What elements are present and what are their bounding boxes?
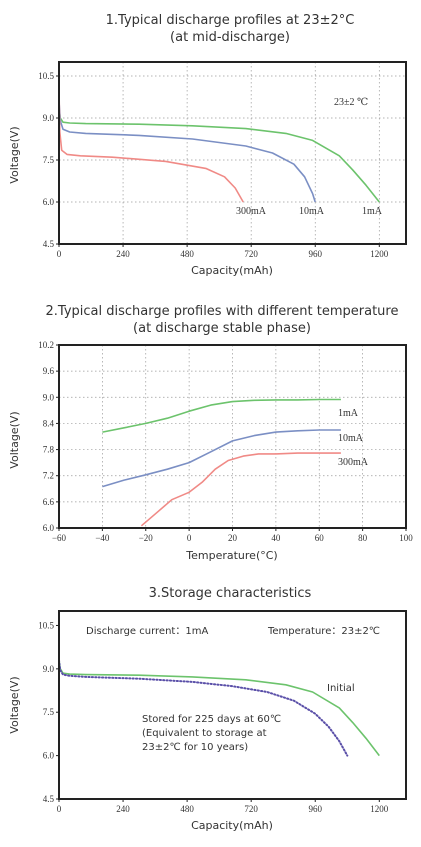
chart2-label-300mA: 300mA xyxy=(338,457,369,468)
chart3-label-initial: Initial xyxy=(327,683,355,694)
chart2-xtick-label: 80 xyxy=(358,533,368,543)
chart2-label-1mA: 1mA xyxy=(338,408,359,419)
chart1: 0 240 480 720 960 1200 4.5 6.0 7.5 9.0 10.5 xyxy=(38,61,407,259)
chart2-ytick-label: 6.0 xyxy=(43,523,55,533)
chart1-ytick-label: 10.5 xyxy=(38,71,54,81)
chart1-ytick-label: 7.5 xyxy=(43,155,55,165)
chart3-storage-note-1: Stored for 225 days at 60℃ xyxy=(142,714,281,725)
chart1-title: 1.Typical discharge profiles at 23±2°C xyxy=(106,13,355,28)
chart1-ytick-label: 4.5 xyxy=(43,239,55,249)
chart2-xtick-label: −40 xyxy=(95,533,110,543)
chart2-xlabel: Temperature(°C) xyxy=(185,549,277,562)
chart3-ytick-label: 10.5 xyxy=(38,620,54,630)
chart3-temperature-note: Temperature：23±2℃ xyxy=(267,626,380,637)
chart2-subtitle: (at discharge stable phase) xyxy=(133,321,311,336)
chart3-title: 3.Storage characteristics xyxy=(149,586,312,601)
chart2-series-1ma xyxy=(102,398,341,433)
chart1-ytick-label: 6.0 xyxy=(43,197,55,207)
chart3-xtick-label: 960 xyxy=(308,804,322,814)
chart2-ytick-label: 10.2 xyxy=(38,340,54,350)
chart1-xlabel: Capacity(mAh) xyxy=(191,264,273,277)
chart3-xtick-label: 240 xyxy=(116,804,130,814)
chart2-series-300ma xyxy=(140,452,341,527)
chart2-ylabel: Voltage(V) xyxy=(8,411,21,468)
chart1-xtick-label: 960 xyxy=(308,249,322,259)
chart3-current-note: Discharge current：1mA xyxy=(86,626,208,637)
chart2-xtick-label: 60 xyxy=(315,533,325,543)
chart2-xtick-label: −20 xyxy=(139,533,154,543)
chart1-ylabel: Voltage(V) xyxy=(8,126,21,183)
chart3-ytick-label: 7.5 xyxy=(43,707,55,717)
chart2-xtick-label: 100 xyxy=(399,533,413,543)
chart2-xtick-label: 40 xyxy=(271,533,281,543)
chart3-series-initial xyxy=(58,660,380,757)
chart2-ytick-label: 9.6 xyxy=(43,366,55,376)
chart2-ytick-label: 8.4 xyxy=(43,418,55,428)
chart2-series-10ma xyxy=(102,429,341,488)
chart3-series-stored xyxy=(58,659,349,757)
chart1-series-1ma xyxy=(58,108,380,203)
chart3-storage-note-2: (Equivalent to storage at xyxy=(142,728,267,739)
chart2-ytick-label: 7.8 xyxy=(43,445,55,455)
chart3-xtick-label: 0 xyxy=(57,804,62,814)
chart2-xtick-label: 20 xyxy=(228,533,238,543)
chart1-label-1mA: 1mA xyxy=(362,206,383,217)
chart2-label-10mA: 10mA xyxy=(338,433,364,444)
chart2-ytick-label: 7.2 xyxy=(43,471,54,481)
chart1-xtick-label: 480 xyxy=(180,249,194,259)
chart2-title: 2.Typical discharge profiles with differ… xyxy=(46,304,399,319)
chart3: 0 240 480 720 960 1200 4.5 6.0 7.5 9.0 10.5 xyxy=(38,610,407,814)
chart3-ylabel: Voltage(V) xyxy=(8,676,21,733)
chart1-plot-frame xyxy=(58,61,407,245)
chart1-xtick-label: 720 xyxy=(244,249,258,259)
chart1-temp-annotation: 23±2 ℃ xyxy=(334,97,368,108)
chart3-ytick-label: 9.0 xyxy=(43,664,55,674)
chart1-label-10mA: 10mA xyxy=(299,206,325,217)
chart3-xtick-label: 1200 xyxy=(370,804,389,814)
chart3-xlabel: Capacity(mAh) xyxy=(191,819,273,832)
chart2-ytick-label: 6.6 xyxy=(43,497,55,507)
chart1-subtitle: (at mid-discharge) xyxy=(170,30,290,45)
chart1-series-300ma xyxy=(58,89,244,203)
chart2-ytick-label: 9.0 xyxy=(43,392,55,402)
chart3-plot-frame xyxy=(58,610,407,800)
chart1-xtick-label: 240 xyxy=(116,249,130,259)
chart3-ytick-label: 6.0 xyxy=(43,751,55,761)
chart3-ytick-label: 4.5 xyxy=(43,794,55,804)
chart1-series-10ma xyxy=(58,101,316,203)
chart2-xtick-label: −60 xyxy=(52,533,67,543)
chart1-xtick-label: 0 xyxy=(57,249,62,259)
chart2-plot-frame xyxy=(58,344,407,529)
chart2: −60 −40 −20 0 20 40 60 80 100 6.0 6.6 7.2 7.8 8.4 9.0 9… xyxy=(38,340,413,543)
chart1-xtick-label: 1200 xyxy=(370,249,389,259)
chart3-xtick-label: 720 xyxy=(244,804,258,814)
chart3-storage-note-3: 23±2℃ for 10 years) xyxy=(142,742,248,753)
chart1-ytick-label: 9.0 xyxy=(43,113,55,123)
chart3-xtick-label: 480 xyxy=(180,804,194,814)
chart1-label-300mA: 300mA xyxy=(236,206,267,217)
chart2-xtick-label: 0 xyxy=(187,533,192,543)
